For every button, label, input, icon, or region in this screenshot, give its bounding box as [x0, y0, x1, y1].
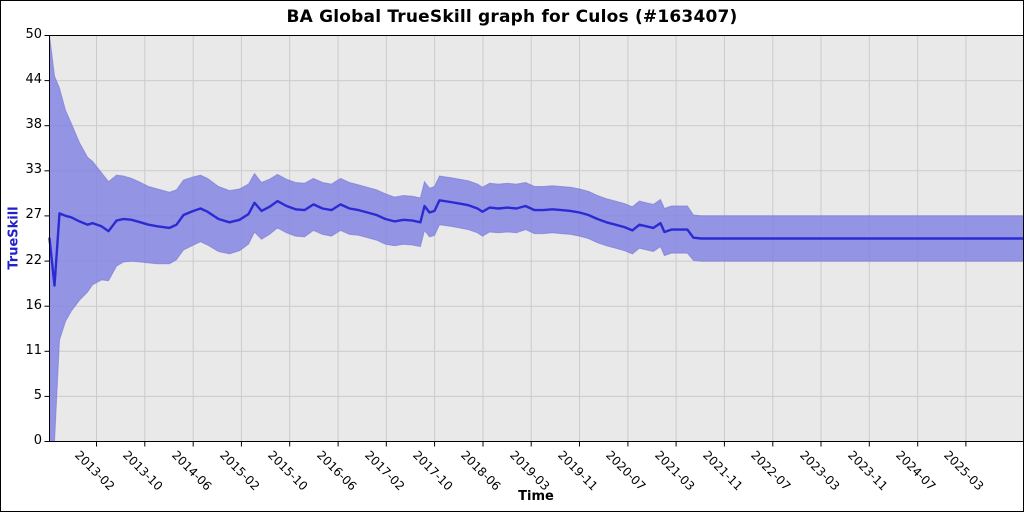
y-tick-label: 22 — [25, 252, 42, 268]
x-axis-title: Time — [518, 489, 554, 504]
trueskill-line — [48, 199, 1023, 287]
y-tick-label: 33 — [25, 162, 42, 178]
y-tick-label: 44 — [25, 72, 42, 88]
plot-border — [49, 35, 1023, 442]
y-tick-label: 50 — [25, 27, 42, 42]
y-tick-label: 0 — [33, 433, 42, 448]
chart-title: BA Global TrueSkill graph for Culos (#16… — [286, 7, 738, 27]
y-tick-label: 16 — [25, 297, 42, 313]
y-tick-label: 27 — [25, 207, 42, 223]
y-tick-label: 11 — [25, 342, 42, 358]
y-tick-label: 38 — [25, 117, 42, 133]
y-tick-label: 5 — [33, 387, 42, 403]
